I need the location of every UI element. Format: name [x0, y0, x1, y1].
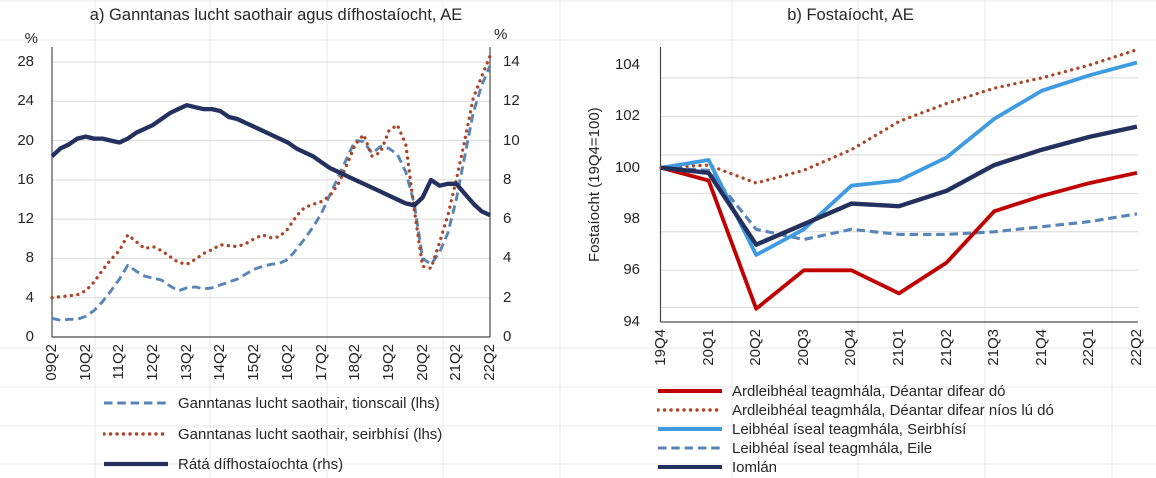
y-axis-tick-label: 16 [17, 171, 34, 188]
legend-line-dotted-icon [103, 432, 169, 436]
y-axis-tick-label: 10 [503, 132, 520, 149]
legend-item: Ardleibhéal teagmhála, Déantar difear ní… [657, 400, 1054, 420]
x-axis-tick-label: 20Q2 [747, 329, 764, 366]
x-axis-tick-label: 13Q2 [178, 344, 195, 381]
panel-b-employment-chart: b) Fostaíocht, AE Fostaíocht (19Q4=100) … [578, 0, 1156, 478]
y-axis-tick-label: 2 [503, 289, 512, 306]
x-axis-tick-label: 21Q1 [890, 329, 907, 366]
panel-a-labour-shortage-chart: a) Ganntanas lucht saothair agus dífhost… [17, 6, 520, 474]
chart-b-title: b) Fostaíocht, AE [787, 6, 914, 24]
y-axis-tick-label: 24 [17, 92, 34, 109]
chart-a-title: a) Ganntanas lucht saothair agus dífhost… [89, 6, 463, 24]
x-axis-tick-label: 09Q2 [43, 344, 60, 381]
x-axis-tick-label: 22Q2 [1128, 329, 1145, 366]
y-axis-tick-label: 14 [503, 53, 520, 70]
x-axis-tick-label: 20Q2 [414, 344, 431, 381]
series-line-b-1 [659, 48, 1139, 185]
y-axis-tick-label: 98 [623, 210, 640, 227]
x-axis-tick-label: 21Q2 [938, 329, 955, 366]
series-line-b-2 [660, 60, 1138, 257]
x-axis-tick-label: 20Q3 [795, 329, 812, 366]
legend-item: Leibhéal íseal teagmhála, Seirbhísí [657, 419, 966, 439]
legend-label: Rátá dífhostaíochta (rhs) [178, 455, 344, 473]
legend-line-solid-icon [104, 461, 168, 467]
left-axis-unit-label: % [24, 30, 38, 47]
legend-label: Ardleibhéal teagmhála, Déantar difear dó [732, 382, 1006, 400]
y-axis-tick-label: 20 [17, 132, 34, 149]
legend-line-dashed-icon [104, 401, 168, 405]
x-axis-tick-label: 21Q4 [1033, 329, 1050, 366]
y-axis-tick-label: 8 [25, 249, 34, 266]
x-axis-tick-label: 16Q2 [279, 344, 296, 381]
y-axis-tick-label: 104 [614, 56, 640, 73]
chart-b-canvas [659, 47, 1139, 323]
y-axis-tick-label: 0 [25, 328, 34, 345]
legend-line-solid-icon [658, 465, 722, 469]
x-axis-tick-label: 15Q2 [245, 344, 262, 381]
x-axis-tick-label: 22Q1 [1080, 329, 1097, 366]
y-axis-tick-label: 4 [503, 249, 512, 266]
y-axis-tick-label: 0 [503, 328, 512, 345]
legend-line-solid-icon [658, 389, 722, 393]
legend-label: Ganntanas lucht saothair, seirbhísí (lhs… [178, 425, 443, 443]
legend-label: Ganntanas lucht saothair, tionscail (lhs… [178, 394, 440, 412]
legend-item: Ganntanas lucht saothair, seirbhísí (lhs… [103, 424, 442, 444]
x-axis-tick-label: 20Q4 [842, 329, 859, 366]
y-axis-tick-label: 96 [623, 261, 640, 278]
y-axis-tick-label: 94 [623, 313, 640, 330]
x-axis-tick-label: 12Q2 [144, 344, 161, 381]
x-axis-tick-label: 14Q2 [211, 344, 228, 381]
legend-label: Iomlán [732, 458, 778, 476]
legend-item: Leibhéal íseal teagmhála, Eile [657, 438, 932, 458]
x-axis-tick-label: 20Q1 [700, 329, 717, 366]
right-axis-unit-label: % [494, 26, 508, 43]
legend-label: Leibhéal íseal teagmhála, Seirbhísí [732, 420, 967, 438]
series-line-b-4 [660, 124, 1138, 247]
x-axis-tick-label: 19Q2 [380, 344, 397, 381]
legend-line-dotted-icon [657, 408, 723, 412]
x-axis-tick-label: 17Q2 [313, 344, 330, 381]
series-line-b-3 [660, 166, 1138, 242]
x-axis-tick-label: 11Q2 [110, 344, 127, 380]
legend-line-dashed-icon [658, 446, 722, 450]
x-axis-tick-label: 22Q2 [481, 344, 498, 381]
legend-item: Ganntanas lucht saothair, tionscail (lhs… [103, 393, 440, 413]
x-axis-tick-label: 18Q2 [346, 344, 363, 381]
x-axis-tick-label: 10Q2 [77, 344, 94, 381]
x-axis-tick-label: 19Q4 [652, 329, 669, 366]
x-axis-tick-label: 21Q3 [985, 329, 1002, 366]
y-axis-tick-label: 4 [25, 289, 34, 306]
legend-item: Ardleibhéal teagmhála, Déantar difear dó [657, 381, 1006, 401]
y-axis-tick-label: 28 [17, 53, 34, 70]
series-line-b-0 [660, 165, 1138, 311]
y-axis-tick-label: 8 [503, 171, 512, 188]
y-axis-tick-label: 100 [614, 159, 640, 176]
y-axis-tick-label: 12 [17, 210, 34, 227]
y-axis-tick-label: 102 [614, 107, 640, 124]
legend-label: Leibhéal íseal teagmhála, Eile [732, 439, 933, 457]
series-line-a-2 [50, 103, 491, 218]
legend-label: Ardleibhéal teagmhála, Déantar difear ní… [732, 401, 1054, 419]
legend-item: Iomlán [657, 457, 777, 477]
y-axis-tick-label: 6 [503, 210, 512, 227]
y-axis-tick-label: 12 [503, 92, 520, 109]
legend-item: Rátá dífhostaíochta (rhs) [103, 454, 343, 474]
x-axis-tick-label: 21Q2 [447, 344, 464, 381]
chart-a-canvas [50, 47, 492, 338]
series-line-a-1 [50, 54, 492, 300]
legend-line-solid-icon [658, 427, 722, 431]
